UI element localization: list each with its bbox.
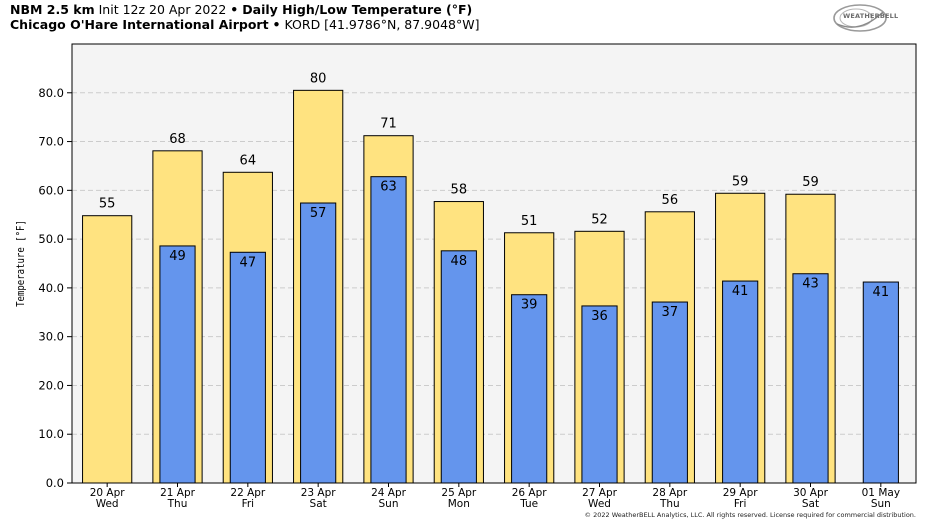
x-tick-label-weekday: Thu (167, 498, 188, 510)
station-code: KORD [41.9786°N, 87.9048°W] (284, 17, 480, 32)
high-temp-label: 52 (591, 212, 608, 227)
plot-area (72, 44, 916, 483)
low-temp-bar (370, 176, 407, 484)
low-temp-label: 41 (732, 284, 749, 299)
low-temp-bar (581, 305, 618, 484)
weatherbell-logo-icon (833, 4, 887, 32)
x-tick-label-date: 23 Apr (301, 487, 337, 499)
x-tick-label-date: 20 Apr (90, 487, 126, 499)
y-tick-label: 30.0 (38, 330, 64, 344)
copyright-notice: © 2022 WeatherBELL Analytics, LLC. All r… (584, 511, 916, 519)
low-temp-label: 37 (662, 305, 679, 320)
x-tick-label-date: 29 Apr (723, 487, 759, 499)
low-temp-label: 39 (521, 298, 538, 313)
x-tick-label-weekday: Sun (379, 498, 399, 510)
x-tick-label-date: 28 Apr (652, 487, 688, 499)
init-time: Init 12z 20 Apr 2022 (98, 2, 227, 17)
low-temp-label: 36 (591, 309, 608, 324)
x-tick-label-weekday: Mon (448, 498, 470, 510)
y-tick-label: 80.0 (38, 86, 64, 100)
y-tick-label: 70.0 (38, 135, 64, 149)
low-temp-label: 41 (873, 285, 890, 300)
x-tick-label-weekday: Wed (96, 498, 119, 510)
chart-header-line2: Chicago O'Hare International Airport • K… (10, 17, 479, 32)
low-temp-label: 48 (451, 254, 468, 269)
plot-frame (71, 43, 917, 484)
y-tick-label: 50.0 (38, 232, 64, 246)
separator: • (230, 2, 239, 17)
high-temp-label: 71 (380, 117, 397, 132)
y-tick-label: 40.0 (38, 281, 64, 295)
y-tick-label: 10.0 (38, 427, 64, 441)
x-tick-label-date: 21 Apr (160, 487, 196, 499)
x-tick-label-date: 25 Apr (441, 487, 477, 499)
low-temp-bar (651, 301, 688, 484)
y-tick-label: 0.0 (46, 476, 64, 490)
high-temp-label: 59 (802, 175, 819, 190)
separator: • (272, 17, 281, 32)
x-tick-label-weekday: Tue (519, 498, 538, 510)
low-temp-bar (300, 202, 337, 484)
high-temp-label: 59 (732, 174, 749, 189)
low-temp-bar (229, 251, 266, 484)
low-temp-bar (862, 281, 899, 484)
x-tick-label-date: 22 Apr (230, 487, 266, 499)
low-temp-label: 49 (169, 249, 186, 264)
chart-header-line1: NBM 2.5 km Init 12z 20 Apr 2022 • Daily … (10, 2, 472, 17)
station-name: Chicago O'Hare International Airport (10, 17, 269, 32)
x-tick-label-date: 26 Apr (512, 487, 548, 499)
y-tick-label: 20.0 (38, 378, 64, 392)
x-tick-label-date: 27 Apr (582, 487, 618, 499)
high-temp-label: 80 (310, 71, 327, 86)
low-temp-label: 47 (240, 255, 257, 270)
low-temp-bar (159, 245, 196, 484)
y-tick-label: 60.0 (38, 183, 64, 197)
low-temp-label: 43 (802, 277, 819, 292)
y-axis-label: Temperature [°F] (15, 220, 27, 307)
x-tick-label-date: 30 Apr (793, 487, 829, 499)
x-tick-label-weekday: Sat (310, 498, 327, 510)
low-temp-label: 63 (380, 180, 397, 195)
high-temp-label: 64 (240, 153, 257, 168)
low-temp-label: 57 (310, 206, 327, 221)
low-temp-bar (511, 294, 548, 484)
high-temp-label: 58 (451, 183, 468, 198)
x-tick-label-weekday: Sun (871, 498, 891, 510)
high-temp-label: 51 (521, 214, 538, 229)
high-temp-label: 55 (99, 197, 116, 212)
high-temp-label: 68 (169, 132, 186, 147)
x-tick-label-weekday: Sat (802, 498, 819, 510)
high-temp-bar (82, 215, 133, 484)
product-title: Daily High/Low Temperature (°F) (242, 2, 473, 17)
low-temp-bar (722, 280, 759, 484)
x-tick-label-weekday: Fri (242, 498, 255, 510)
model-name: NBM 2.5 km (10, 2, 95, 17)
high-temp-label: 56 (662, 193, 679, 208)
x-tick-label-weekday: Wed (588, 498, 611, 510)
logo-text: WEATHERBELL (843, 12, 899, 20)
x-tick-label-date: 01 May (862, 487, 900, 499)
low-temp-bar (440, 250, 477, 484)
x-tick-label-weekday: Thu (659, 498, 680, 510)
x-tick-label-weekday: Fri (734, 498, 747, 510)
low-temp-bar (792, 273, 829, 484)
x-tick-label-date: 24 Apr (371, 487, 407, 499)
